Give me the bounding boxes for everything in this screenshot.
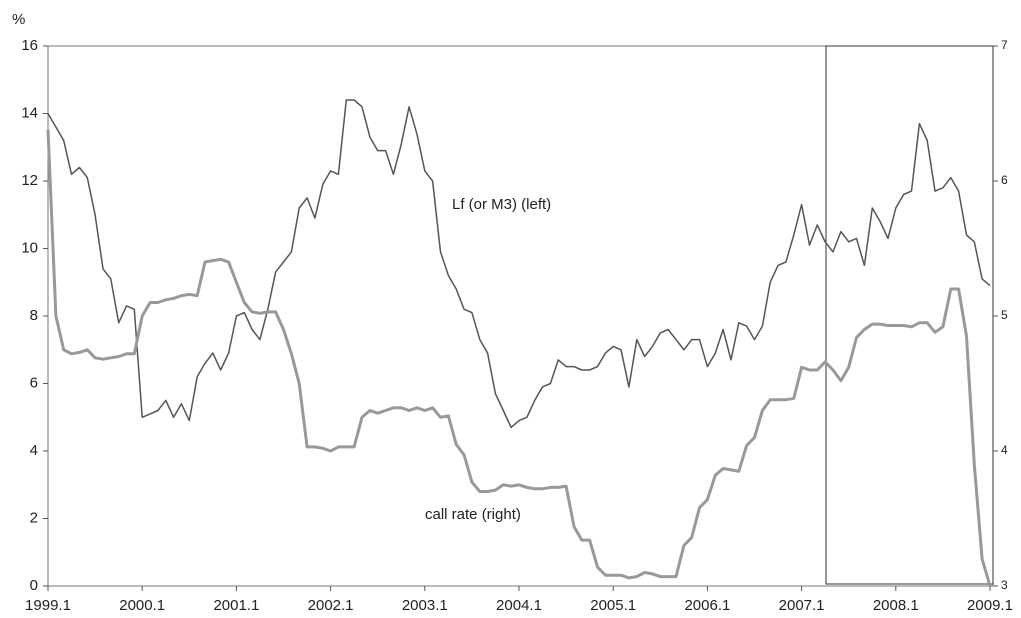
y-axis-label: % [12,11,25,28]
x-tick-label: 2007.1 [779,597,825,614]
x-tick-label: 2004.1 [496,597,542,614]
x-tick-label: 1999.1 [25,597,71,614]
y2-tick-label: 7 [1001,38,1008,52]
x-tick-label: 2000.1 [119,597,165,614]
series-label: call rate (right) [425,506,521,523]
y-tick-label: 8 [30,307,38,324]
y2-tick-label: 4 [1001,443,1008,457]
y2-tick-label: 6 [1001,173,1008,187]
x-tick-label: 2003.1 [402,597,448,614]
x-tick-label: 2008.1 [873,597,919,614]
y-tick-label: 10 [21,239,38,256]
y2-tick-label: 5 [1001,308,1008,322]
highlight-box [825,45,994,585]
series-line [47,99,991,429]
y2-tick-label: 3 [1001,578,1008,592]
y-tick-label: 12 [21,172,38,189]
series-line [46,129,992,587]
y-tick-label: 6 [30,374,38,391]
y-tick-label: 2 [30,509,38,526]
x-tick-label: 2006.1 [684,597,730,614]
x-tick-label: 2005.1 [590,597,636,614]
series-label: Lf (or M3) (left) [452,196,551,213]
y-tick-label: 14 [21,104,38,121]
x-tick-label: 2002.1 [308,597,354,614]
x-tick-label: 2009.1 [967,597,1013,614]
y-tick-label: 16 [21,37,38,54]
x-tick-label: 2001.1 [213,597,259,614]
y-tick-label: 4 [30,442,38,459]
y-tick-label: 0 [30,577,38,594]
